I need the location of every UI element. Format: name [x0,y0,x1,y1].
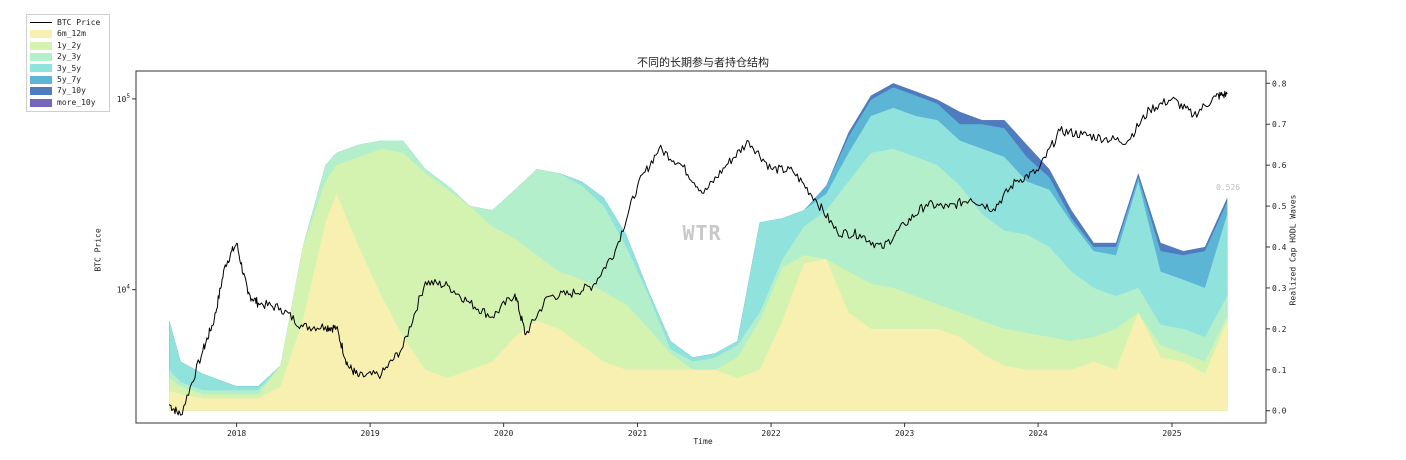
btc-price-line [168,90,1228,416]
x-tick-label: 2022 [761,429,780,438]
x-tick-label: 2019 [360,429,379,438]
legend-item: 7y_10y [30,85,106,96]
legend-swatch [30,98,52,107]
legend-label: 6m_12m [57,29,86,39]
y-right-tick-label: 0.4 [1272,243,1287,252]
y-right-tick-label: 0.1 [1272,366,1287,375]
legend-swatch [30,75,52,84]
legend-swatch [30,30,52,39]
legend-swatch [30,22,52,24]
band-6m_12m [169,193,1228,411]
y-left-axis-ticks: 104 105 [117,93,136,295]
x-tick-label: 2021 [628,429,647,438]
legend-item: BTC Price [30,17,106,28]
legend-item: 6m_12m [30,28,106,39]
legend-label: 5y_7y [57,75,82,85]
legend-item: more_10y [30,97,106,108]
x-tick-label: 2018 [227,429,246,438]
legend-item: 5y_7y [30,74,106,85]
x-tick-label: 2024 [1028,429,1047,438]
y-left-tick-label: 105 [117,93,131,104]
y-right-tick-label: 0.3 [1272,284,1287,293]
legend-label: more_10y [57,97,96,107]
y-right-axis-label: Realized Cap HODL Waves [1288,194,1298,306]
legend-swatch [30,64,52,73]
x-tick-label: 2025 [1162,429,1181,438]
legend-item: 3y_5y [30,63,106,74]
y-right-tick-label: 0.6 [1272,161,1287,170]
y-right-tick-label: 0.7 [1272,120,1287,129]
x-tick-label: 2020 [494,429,513,438]
legend-label: 2y_3y [57,52,82,62]
chart-title: 不同的长期参与者持仓结构 [637,56,769,69]
y-left-axis-label: BTC Price [93,228,103,272]
legend-swatch [30,41,52,50]
legend-label: 7y_10y [57,86,86,96]
legend-label: 1y_2y [57,40,82,50]
end-value-label: 0.526 [1216,183,1241,192]
hodl-wave-bands [169,83,1228,411]
x-axis-ticks: 2018 2019 2020 2021 2022 2023 2024 2025 [227,423,1182,438]
legend-item: 2y_3y [30,51,106,62]
legend-label: BTC Price [57,18,101,27]
watermark: WTR [682,221,722,245]
legend-swatch [30,52,52,61]
legend-item: 1y_2y [30,40,106,51]
y-right-tick-label: 0.8 [1272,79,1287,88]
legend: BTC Price 6m_12m 1y_2y 2y_3y 3y_5y 5y_7y 7y_10… [26,14,110,113]
y-right-tick-label: 0.2 [1272,325,1287,334]
x-tick-label: 2023 [895,429,914,438]
y-right-axis-ticks: 0.0 0.1 0.2 0.3 0.4 0.5 0.6 0.7 0.8 [1266,79,1287,416]
y-right-tick-label: 0.0 [1272,407,1287,416]
y-left-tick-label: 104 [117,284,131,295]
y-right-tick-label: 0.5 [1272,202,1287,211]
legend-swatch [30,87,52,96]
x-axis-label: Time [693,437,713,446]
legend-label: 3y_5y [57,63,82,73]
